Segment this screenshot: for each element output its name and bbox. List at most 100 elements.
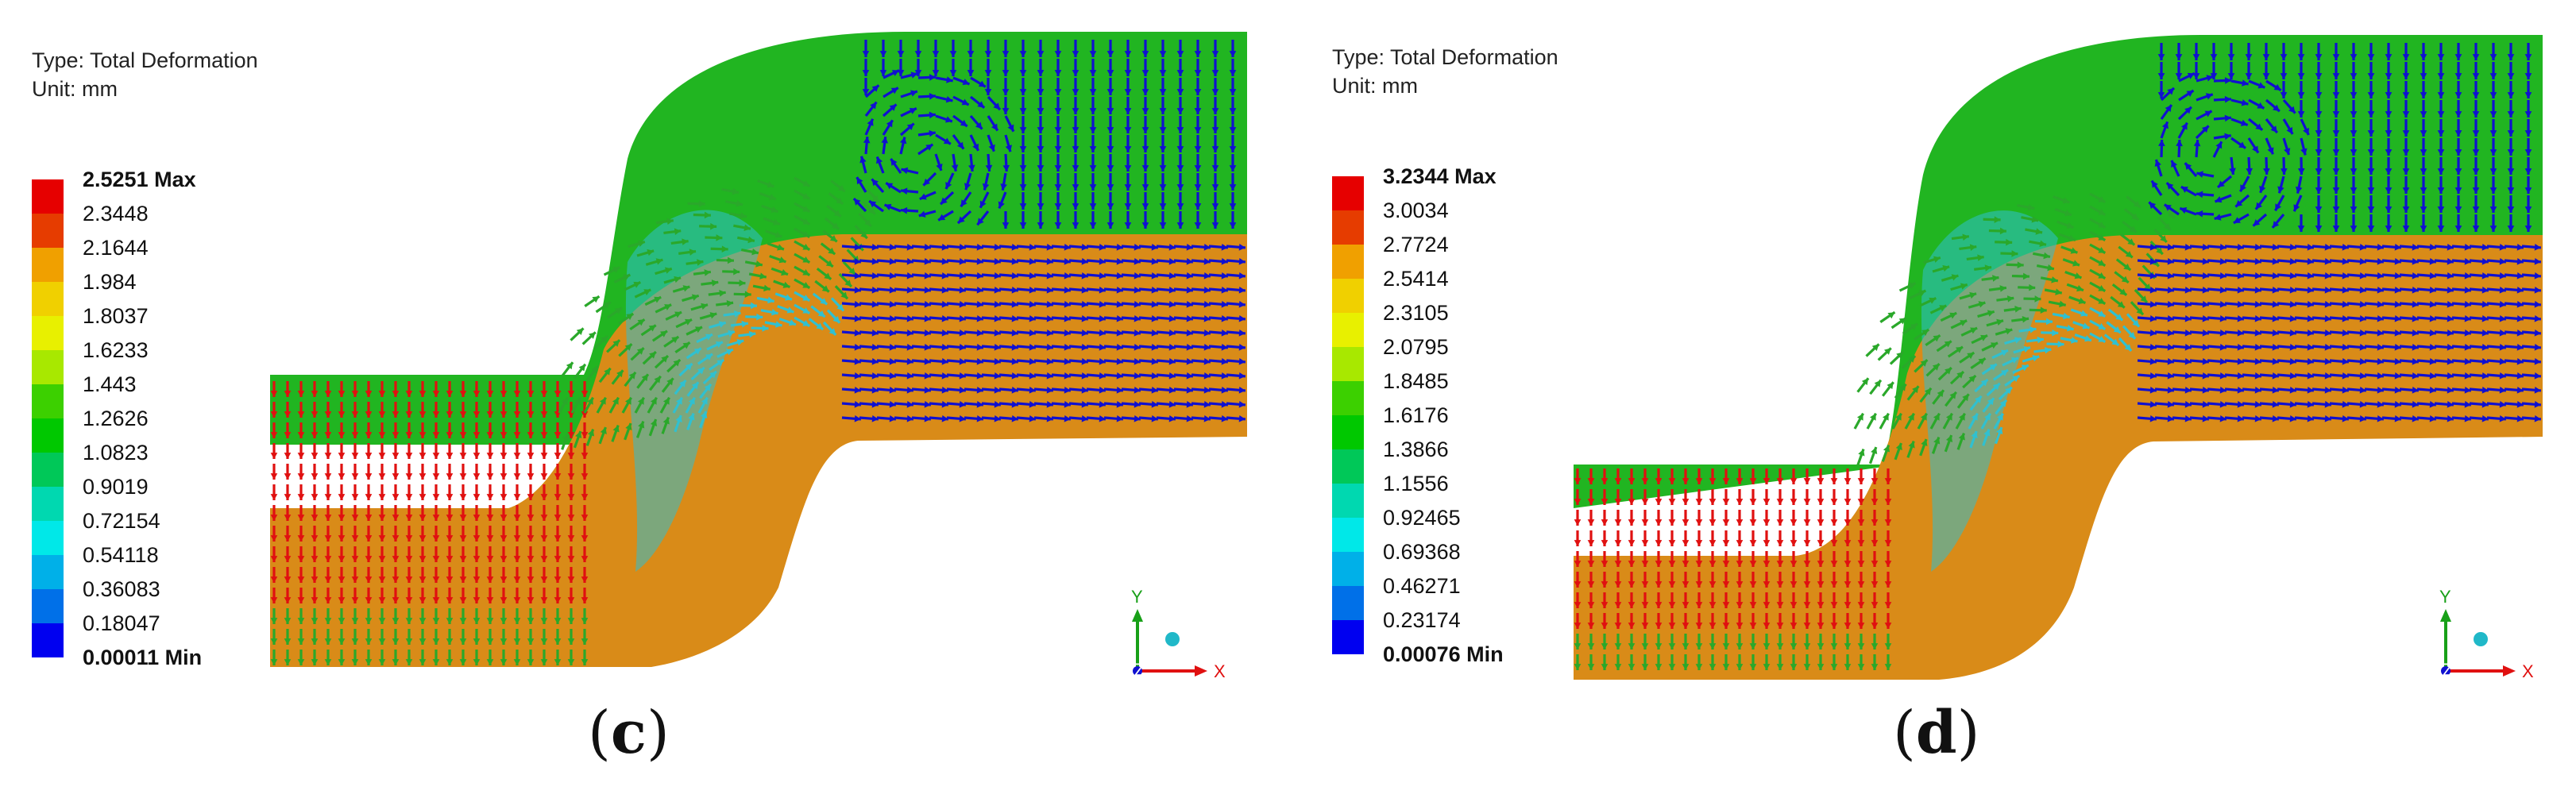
deformation-arrow: [1033, 372, 1054, 380]
deformation-arrow: [970, 76, 987, 88]
deformation-arrow: [970, 95, 986, 109]
deformation-arrow: [859, 314, 879, 322]
deformation-arrow: [964, 414, 984, 422]
deformation-arrow: [2277, 314, 2297, 322]
deformation-arrow: [1226, 414, 1246, 422]
deformation-arrow: [473, 608, 481, 624]
deformation-arrow: [708, 290, 726, 297]
deformation-arrow: [702, 370, 717, 385]
deformation-arrow: [1194, 154, 1202, 172]
deformation-arrow: [2315, 214, 2323, 232]
deformation-arrow: [882, 103, 898, 118]
deformation-arrow: [1141, 135, 1149, 152]
deformation-arrow: [665, 310, 682, 321]
deformation-arrow: [1776, 530, 1784, 546]
deformation-arrow: [527, 629, 535, 645]
deformation-arrow: [932, 59, 940, 76]
deformation-arrow: [1736, 468, 1744, 484]
deformation-arrow: [405, 422, 413, 438]
deformation-arrow: [1668, 510, 1676, 526]
deformation-arrow: [351, 484, 359, 500]
deformation-arrow: [446, 422, 454, 438]
deformation-arrow: [1628, 510, 1636, 526]
deformation-arrow: [2311, 286, 2332, 294]
deformation-arrow: [2280, 62, 2288, 79]
deformation-arrow: [459, 546, 467, 562]
deformation-arrow: [1763, 468, 1771, 484]
deformation-arrow: [914, 40, 922, 57]
deformation-arrow: [473, 505, 481, 521]
deformation-arrow: [419, 484, 427, 500]
deformation-arrow: [701, 279, 719, 287]
deformation-arrow: [2123, 208, 2140, 222]
deformation-arrow: [2329, 272, 2350, 279]
deformation-arrow: [2451, 286, 2472, 294]
deformation-arrow: [2118, 337, 2133, 352]
deformation-arrow: [473, 526, 481, 542]
deformation-arrow: [879, 59, 887, 76]
deformation-arrow: [1668, 654, 1676, 670]
deformation-arrow: [2282, 137, 2291, 156]
deformation-arrow: [1587, 510, 1595, 526]
deformation-arrow: [1156, 414, 1176, 422]
deformation-arrow: [1776, 634, 1784, 650]
deformation-arrow: [716, 256, 734, 264]
deformation-arrow: [2332, 100, 2340, 118]
deformation-arrow: [2118, 245, 2134, 259]
deformation-arrow: [2242, 286, 2262, 294]
deformation-arrow: [1736, 592, 1744, 608]
deformation-arrow: [2137, 272, 2157, 279]
deformation-arrow: [1072, 59, 1079, 76]
deformation-arrow: [2437, 119, 2445, 137]
deformation-arrow: [1159, 116, 1167, 133]
deformation-arrow: [2469, 286, 2489, 294]
deformation-arrow: [1655, 489, 1663, 505]
deformation-arrow: [2033, 346, 2052, 354]
deformation-arrow: [911, 400, 932, 408]
deformation-arrow: [1072, 78, 1079, 95]
deformation-arrow: [365, 464, 373, 480]
deformation-arrow: [1191, 357, 1211, 365]
deformation-arrow: [946, 286, 967, 294]
deformation-arrow: [822, 229, 838, 243]
deformation-arrow: [2507, 138, 2515, 156]
deformation-arrow: [2277, 386, 2297, 394]
deformation-arrow: [929, 272, 949, 279]
deformation-arrow: [527, 381, 535, 397]
deformation-arrow: [486, 629, 494, 645]
deformation-arrow: [1914, 359, 1929, 373]
deformation-arrow: [486, 588, 494, 603]
caption-letter: c: [610, 699, 647, 767]
deformation-arrow: [2126, 313, 2141, 328]
deformation-arrow: [929, 414, 949, 422]
deformation-arrow: [1086, 243, 1106, 251]
deformation-arrow: [1995, 399, 2008, 415]
deformation-arrow: [1138, 386, 1159, 394]
deformation-arrow: [2060, 337, 2078, 344]
deformation-arrow: [500, 443, 508, 459]
deformation-arrow: [1159, 40, 1167, 57]
deformation-arrow: [2004, 337, 2022, 345]
deformation-arrow: [2184, 162, 2198, 178]
deformation-arrow: [984, 40, 992, 57]
deformation-arrow: [1208, 272, 1229, 279]
legend-swatch: [1332, 415, 1364, 449]
deformation-arrow: [1844, 530, 1852, 546]
deformation-arrow: [1176, 154, 1184, 172]
deformation-arrow: [2486, 386, 2507, 394]
deformation-arrow: [1226, 372, 1246, 380]
deformation-arrow: [2134, 288, 2149, 304]
deformation-arrow: [1002, 97, 1010, 114]
deformation-arrow: [1037, 135, 1045, 152]
deformation-arrow: [1019, 154, 1027, 172]
deformation-arrow: [419, 402, 427, 418]
deformation-arrow: [2103, 333, 2120, 347]
deformation-arrow: [2311, 272, 2332, 279]
deformation-arrow: [513, 650, 521, 665]
legend-swatch: [1332, 552, 1364, 586]
deformation-arrow: [2210, 62, 2218, 79]
deformation-arrow: [1156, 286, 1176, 294]
deformation-arrow: [822, 321, 837, 336]
deformation-arrow: [686, 259, 704, 266]
deformation-arrow: [1790, 551, 1798, 567]
